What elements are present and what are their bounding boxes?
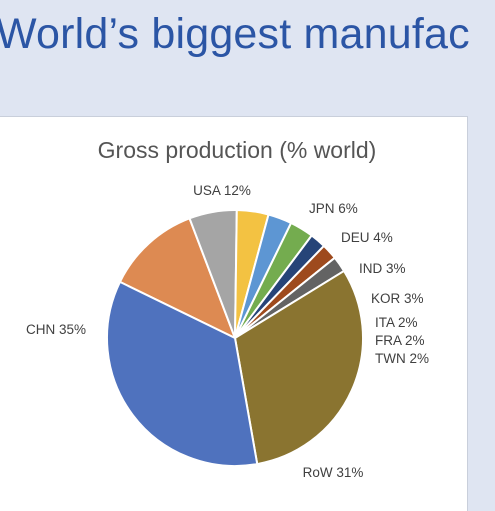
pie-slice-row bbox=[234, 269, 364, 466]
pie-chart: Gross production (% world) USA 12% JPN 6%… bbox=[26, 137, 429, 480]
pie-slices bbox=[106, 209, 364, 467]
pie-label-jpn: JPN 6% bbox=[309, 201, 358, 216]
pie-slice-chn bbox=[106, 280, 259, 467]
pie-label-kor: KOR 3% bbox=[371, 291, 424, 306]
chart-title: Gross production (% world) bbox=[98, 137, 377, 163]
pie-label-usa: USA 12% bbox=[193, 183, 251, 198]
pie-label-chn: CHN 35% bbox=[26, 322, 86, 337]
pie-label-row: RoW 31% bbox=[303, 465, 364, 480]
slide-title: World’s biggest manufac bbox=[0, 10, 470, 58]
pie-label-fra: FRA 2% bbox=[375, 333, 425, 348]
pie-slice-usa bbox=[118, 217, 236, 339]
pie-label-deu: DEU 4% bbox=[341, 230, 393, 245]
pie-label-ind: IND 3% bbox=[359, 261, 406, 276]
chart-card: Gross production (% world) USA 12% JPN 6%… bbox=[0, 116, 468, 511]
pie-label-twn: TWN 2% bbox=[375, 351, 429, 366]
pie-label-ita: ITA 2% bbox=[375, 315, 418, 330]
pie-labels: USA 12% JPN 6% DEU 4% IND 3% KOR 3% ITA 2% FRA… bbox=[26, 183, 429, 480]
